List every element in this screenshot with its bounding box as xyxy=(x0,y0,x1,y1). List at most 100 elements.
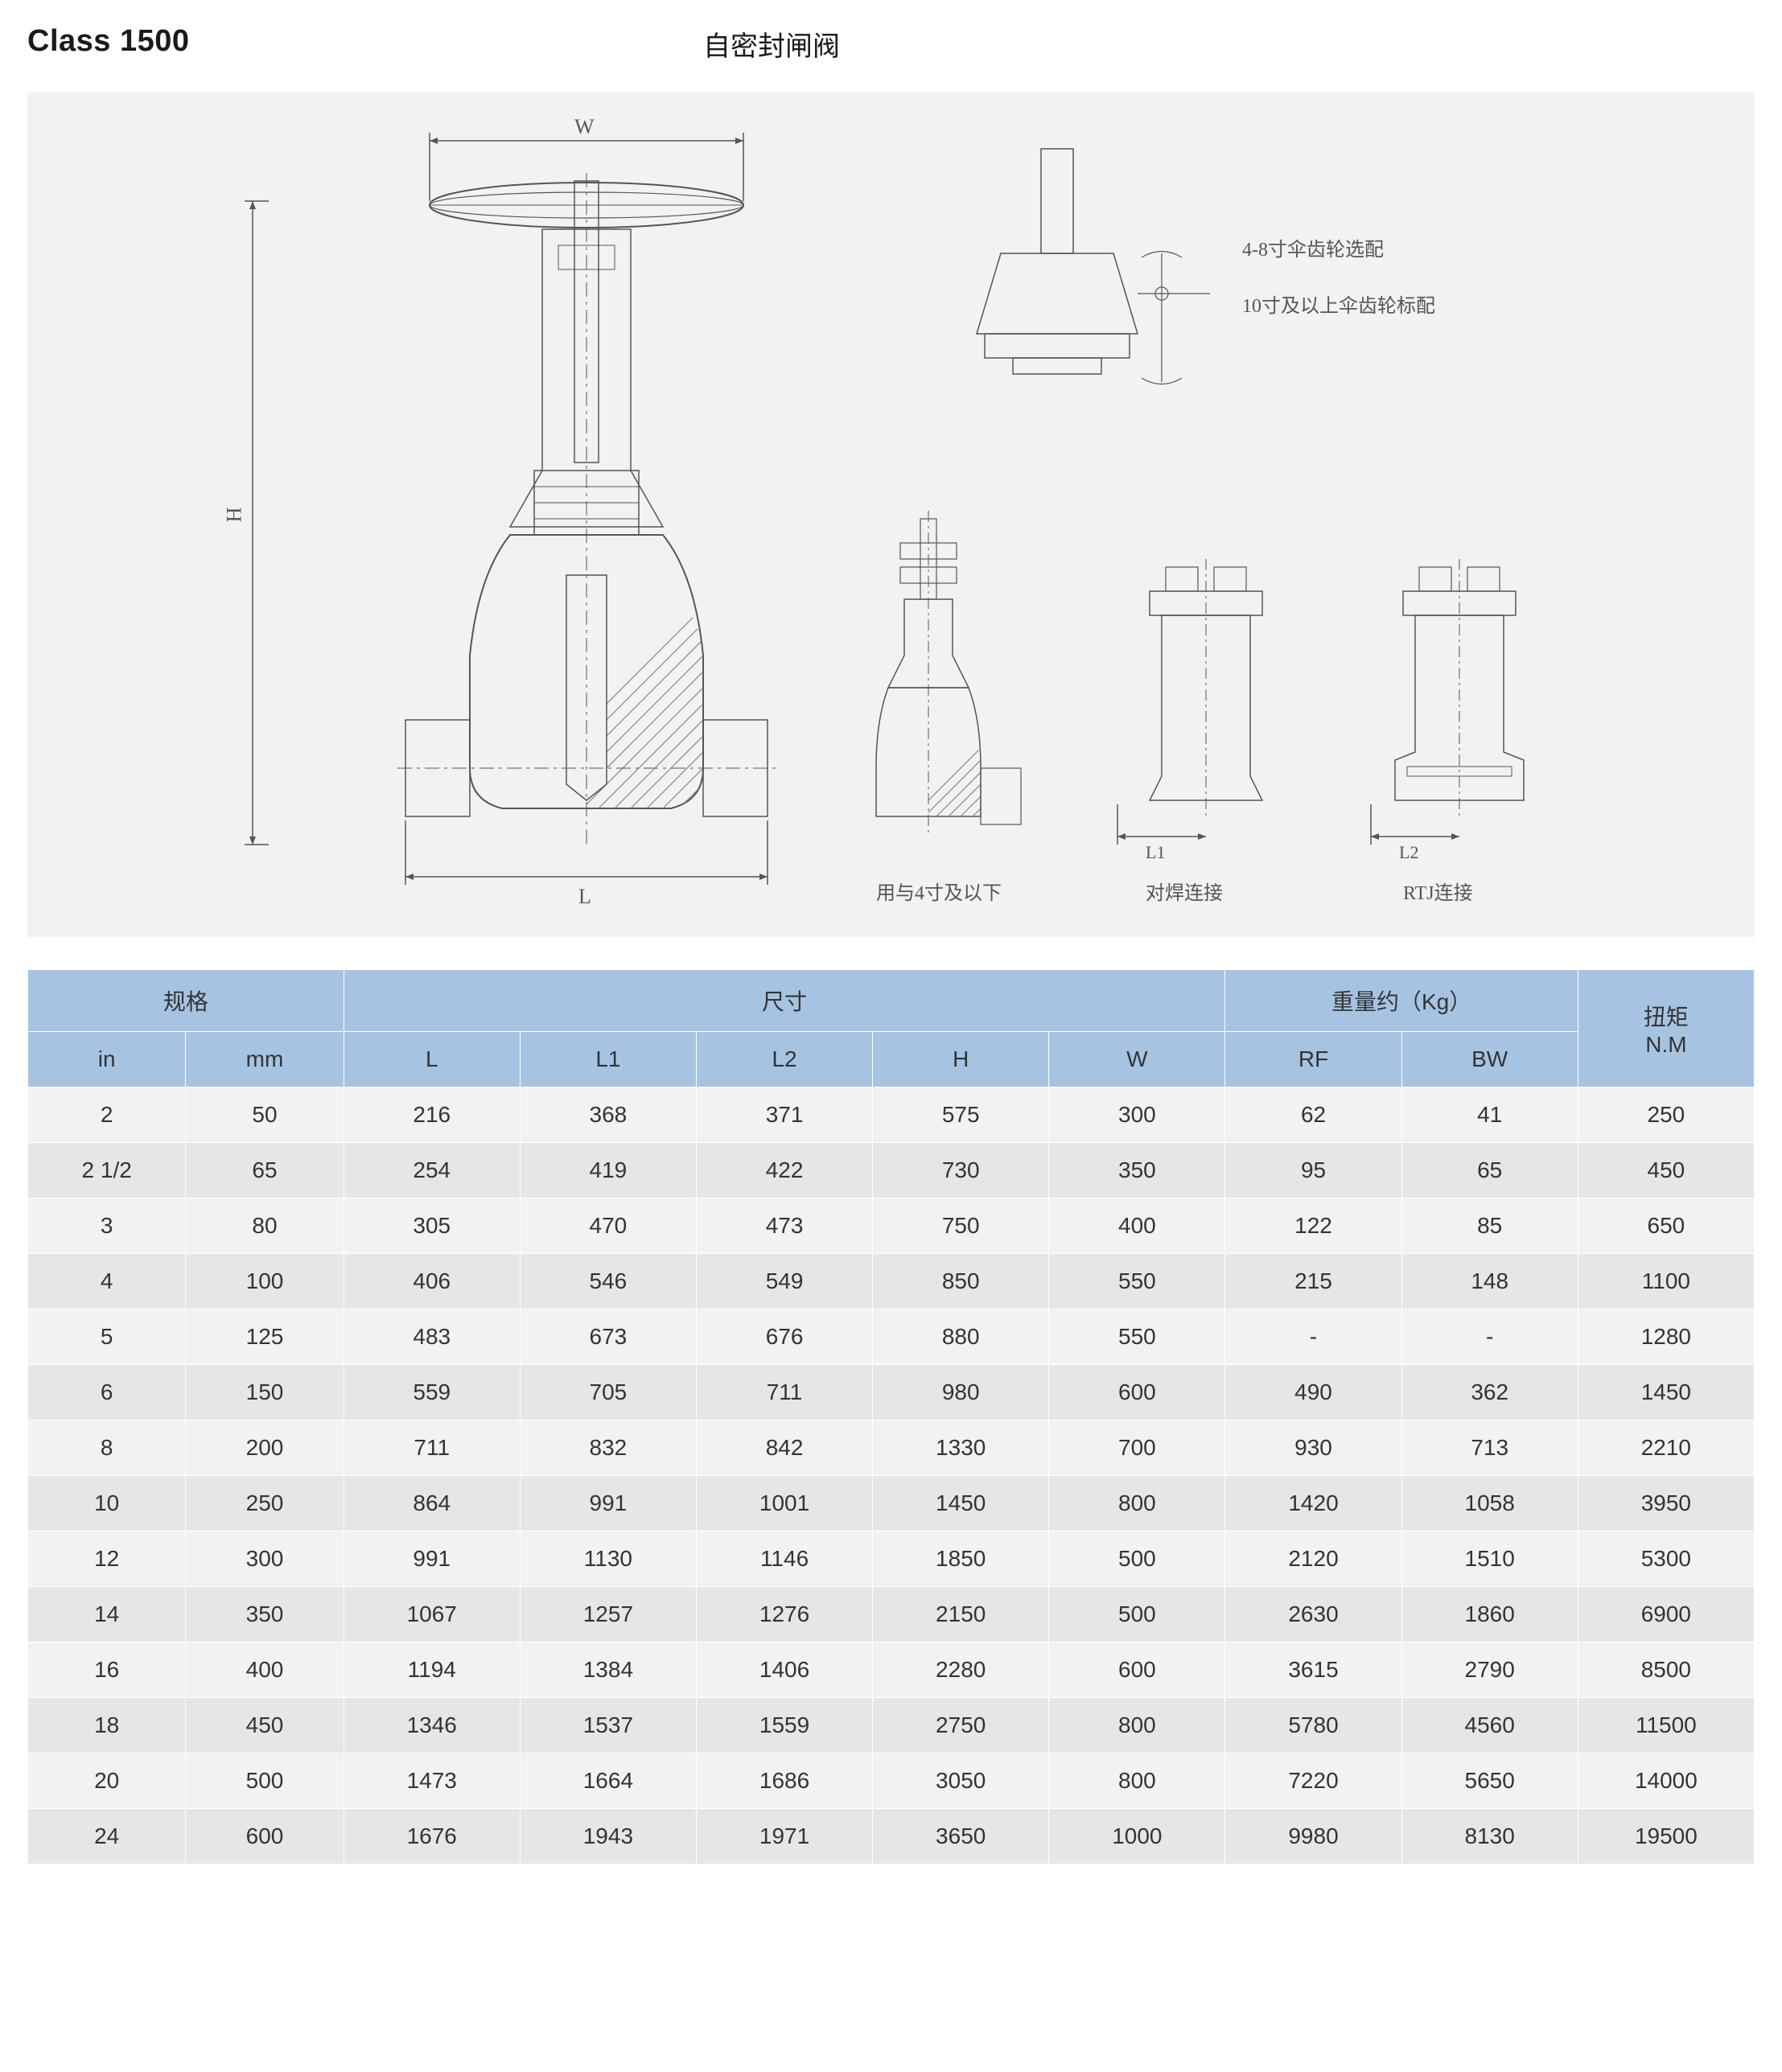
cell-L1: 470 xyxy=(520,1198,696,1254)
cell-L1: 991 xyxy=(520,1476,696,1531)
cell-BW: 1058 xyxy=(1401,1476,1578,1531)
cell-NM: 2210 xyxy=(1578,1420,1754,1476)
cell-NM: 450 xyxy=(1578,1143,1754,1198)
cell-L2: 422 xyxy=(696,1143,872,1198)
cell-W: 600 xyxy=(1049,1365,1225,1420)
cell-BW: 65 xyxy=(1401,1143,1578,1198)
cell-BW: 41 xyxy=(1401,1087,1578,1143)
annot-gearbox-1: 4-8寸伞齿轮选配 xyxy=(1242,233,1384,261)
th-H: H xyxy=(873,1032,1049,1087)
bw-flange-drawing xyxy=(1093,551,1303,857)
cell-W: 500 xyxy=(1049,1587,1225,1642)
table-row: 12300991113011461850500212015105300 xyxy=(28,1531,1755,1587)
cell-L1: 673 xyxy=(520,1309,696,1365)
cell-in: 4 xyxy=(28,1254,186,1309)
cell-mm: 125 xyxy=(186,1309,344,1365)
cell-H: 1330 xyxy=(873,1420,1049,1476)
cell-L2: 1686 xyxy=(696,1753,872,1809)
cell-L2: 1146 xyxy=(696,1531,872,1587)
cell-mm: 80 xyxy=(186,1198,344,1254)
cell-RF: 7220 xyxy=(1225,1753,1401,1809)
cell-L1: 419 xyxy=(520,1143,696,1198)
cell-mm: 150 xyxy=(186,1365,344,1420)
cell-W: 1000 xyxy=(1049,1809,1225,1864)
cell-L: 1676 xyxy=(344,1809,520,1864)
cell-H: 730 xyxy=(873,1143,1049,1198)
class-title: Class 1500 xyxy=(27,24,703,64)
cell-NM: 11500 xyxy=(1578,1698,1754,1753)
cell-W: 400 xyxy=(1049,1198,1225,1254)
cell-L: 991 xyxy=(344,1531,520,1587)
cell-H: 2280 xyxy=(873,1642,1049,1698)
cell-L: 864 xyxy=(344,1476,520,1531)
cell-NM: 5300 xyxy=(1578,1531,1754,1587)
cell-L2: 1001 xyxy=(696,1476,872,1531)
cell-L2: 549 xyxy=(696,1254,872,1309)
th-group-torque: 扭矩 N.M xyxy=(1578,970,1754,1087)
cell-H: 980 xyxy=(873,1365,1049,1420)
cell-NM: 1450 xyxy=(1578,1365,1754,1420)
cell-L1: 1943 xyxy=(520,1809,696,1864)
dim-l-label: L xyxy=(578,885,591,909)
cell-NM: 19500 xyxy=(1578,1809,1754,1864)
table-row: 1025086499110011450800142010583950 xyxy=(28,1476,1755,1531)
cell-L1: 546 xyxy=(520,1254,696,1309)
cell-BW: 5650 xyxy=(1401,1753,1578,1809)
cell-in: 12 xyxy=(28,1531,186,1587)
diagram-area: W L H 4-8寸伞齿轮选配 10寸及以上伞齿轮标配 xyxy=(27,92,1755,937)
cell-mm: 500 xyxy=(186,1753,344,1809)
cell-in: 2 1/2 xyxy=(28,1143,186,1198)
cell-H: 3650 xyxy=(873,1809,1049,1864)
cell-W: 300 xyxy=(1049,1087,1225,1143)
cell-NM: 6900 xyxy=(1578,1587,1754,1642)
cell-L2: 711 xyxy=(696,1365,872,1420)
annot-gearbox-2: 10寸及以上伞齿轮标配 xyxy=(1242,290,1435,318)
cell-L: 1346 xyxy=(344,1698,520,1753)
cell-L1: 1257 xyxy=(520,1587,696,1642)
cell-BW: 1510 xyxy=(1401,1531,1578,1587)
cell-mm: 350 xyxy=(186,1587,344,1642)
dim-h-label: H xyxy=(222,508,246,523)
th-L: L xyxy=(344,1032,520,1087)
cell-H: 1450 xyxy=(873,1476,1049,1531)
cell-mm: 65 xyxy=(186,1143,344,1198)
cell-L2: 842 xyxy=(696,1420,872,1476)
th-mm: mm xyxy=(186,1032,344,1087)
table-row: 1845013461537155927508005780456011500 xyxy=(28,1698,1755,1753)
cell-W: 550 xyxy=(1049,1254,1225,1309)
cell-L2: 1406 xyxy=(696,1642,872,1698)
cell-RF: 5780 xyxy=(1225,1698,1401,1753)
cell-in: 6 xyxy=(28,1365,186,1420)
cell-H: 3050 xyxy=(873,1753,1049,1809)
th-group-weight: 重量约（Kg） xyxy=(1225,970,1578,1032)
cell-L: 1067 xyxy=(344,1587,520,1642)
cell-RF: - xyxy=(1225,1309,1401,1365)
cell-in: 8 xyxy=(28,1420,186,1476)
spec-table: 规格 尺寸 重量约（Kg） 扭矩 N.M in mm L L1 L2 H W R… xyxy=(27,969,1755,1864)
table-row: 2050014731664168630508007220565014000 xyxy=(28,1753,1755,1809)
product-name: 自密封闸阀 xyxy=(703,24,840,64)
cell-L2: 1276 xyxy=(696,1587,872,1642)
cell-RF: 3615 xyxy=(1225,1642,1401,1698)
cell-BW: 713 xyxy=(1401,1420,1578,1476)
cell-RF: 490 xyxy=(1225,1365,1401,1420)
cell-H: 575 xyxy=(873,1087,1049,1143)
cell-mm: 200 xyxy=(186,1420,344,1476)
cell-W: 550 xyxy=(1049,1309,1225,1365)
cell-H: 2750 xyxy=(873,1698,1049,1753)
cell-in: 14 xyxy=(28,1587,186,1642)
table-row: 2502163683715753006241250 xyxy=(28,1087,1755,1143)
cell-in: 20 xyxy=(28,1753,186,1809)
cell-L1: 368 xyxy=(520,1087,696,1143)
cell-RF: 2120 xyxy=(1225,1531,1401,1587)
cell-L1: 1130 xyxy=(520,1531,696,1587)
th-L1: L1 xyxy=(520,1032,696,1087)
cell-RF: 122 xyxy=(1225,1198,1401,1254)
cell-RF: 215 xyxy=(1225,1254,1401,1309)
cell-W: 350 xyxy=(1049,1143,1225,1198)
cell-W: 500 xyxy=(1049,1531,1225,1587)
table-row: 5125483673676880550--1280 xyxy=(28,1309,1755,1365)
cell-mm: 600 xyxy=(186,1809,344,1864)
cell-RF: 930 xyxy=(1225,1420,1401,1476)
cell-L2: 473 xyxy=(696,1198,872,1254)
